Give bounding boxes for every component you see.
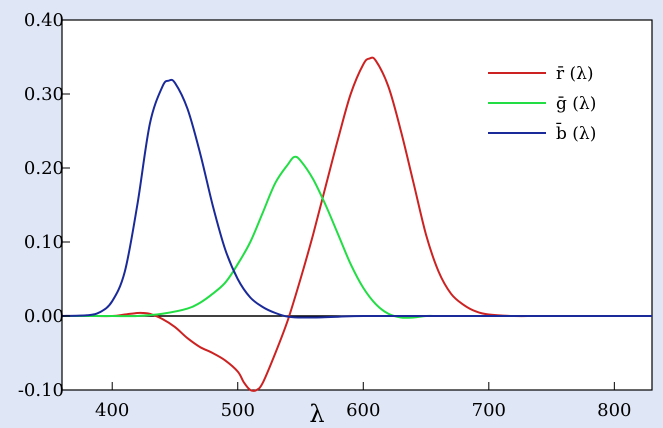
series-line-r-bar (61, 56, 652, 392)
y-tick-label: 0.20 (24, 158, 64, 179)
legend-label-b-bar: b̄ (λ) (556, 121, 596, 144)
x-tick-label: 700 (472, 400, 506, 421)
x-tick-label: 500 (221, 400, 255, 421)
x-tick-label: 800 (597, 400, 631, 421)
y-tick-label: 0.10 (24, 232, 64, 253)
y-tick-label: 0.00 (24, 306, 64, 327)
x-tick-label: 600 (346, 400, 380, 421)
legend-label-r-bar: r̄ (λ) (556, 64, 594, 84)
x-tick-label: 400 (95, 400, 129, 421)
y-tick-label: 0.30 (24, 84, 64, 105)
legend-label-g-bar: ḡ (λ) (556, 94, 596, 114)
plot-area (61, 19, 653, 391)
x-axis-title: λ (309, 400, 324, 428)
y-tick-label: -0.10 (18, 380, 64, 401)
series-line-b-bar (61, 78, 652, 319)
y-tick-label: 0.40 (24, 10, 64, 31)
